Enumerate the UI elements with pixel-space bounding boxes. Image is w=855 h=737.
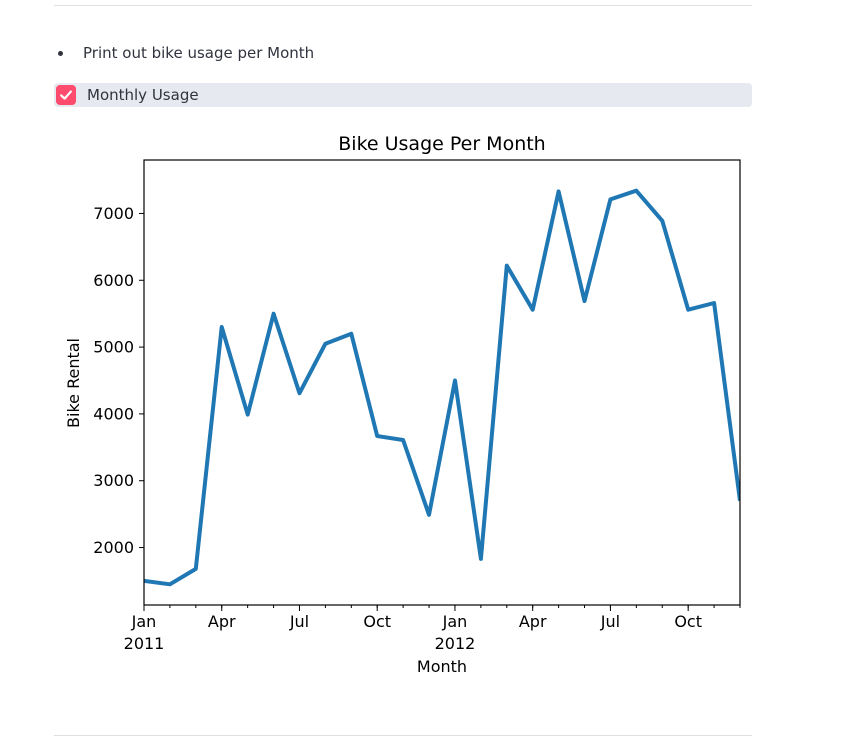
- y-tick-label: 6000: [93, 271, 134, 290]
- x-axis-label: Month: [417, 657, 467, 676]
- list-item: Print out bike usage per Month: [54, 42, 314, 64]
- x-tick-label: Apr: [519, 612, 547, 631]
- y-axis-label: Bike Rental: [64, 338, 83, 428]
- x-tick-label: Jan: [131, 612, 157, 631]
- x-tick-label: Apr: [208, 612, 236, 631]
- checkbox-label: Monthly Usage: [87, 86, 199, 104]
- plot-frame: [143, 159, 741, 606]
- checkbox-checked-icon[interactable]: [56, 85, 76, 105]
- top-divider: [54, 5, 752, 6]
- list-item-text: Print out bike usage per Month: [83, 44, 315, 62]
- x-tick-label: Jan: [442, 612, 468, 631]
- y-axis: 2000 3000 4000 5000 6000 7000: [93, 204, 144, 557]
- y-tick-label: 4000: [93, 404, 134, 423]
- check-icon: [60, 90, 72, 100]
- bike-usage-chart: Bike Usage Per Month 2000 3000 4000 5000 600…: [64, 133, 741, 676]
- chart-title: Bike Usage Per Month: [338, 133, 545, 155]
- series-line-bike-rental: [144, 188, 740, 587]
- y-tick-label: 7000: [93, 204, 134, 223]
- bullet-icon: [58, 50, 63, 56]
- y-tick-label: 5000: [93, 338, 134, 357]
- monthly-usage-checkbox[interactable]: Monthly Usage: [54, 83, 752, 107]
- x-tick-label: Jul: [600, 612, 620, 631]
- plot-area: [144, 188, 740, 587]
- x-tick-year-label: 2011: [124, 634, 165, 653]
- x-tick-year-label: 2012: [435, 634, 476, 653]
- x-tick-label: Jul: [289, 612, 309, 631]
- x-tick-label: Oct: [674, 612, 702, 631]
- x-axis: Jan 2011 Apr Jul Oct Jan 2012 Apr Jul Oct: [124, 605, 741, 653]
- bottom-divider: [54, 735, 752, 736]
- y-tick-label: 2000: [93, 538, 134, 557]
- y-tick-label: 3000: [93, 471, 134, 490]
- x-tick-label: Oct: [363, 612, 391, 631]
